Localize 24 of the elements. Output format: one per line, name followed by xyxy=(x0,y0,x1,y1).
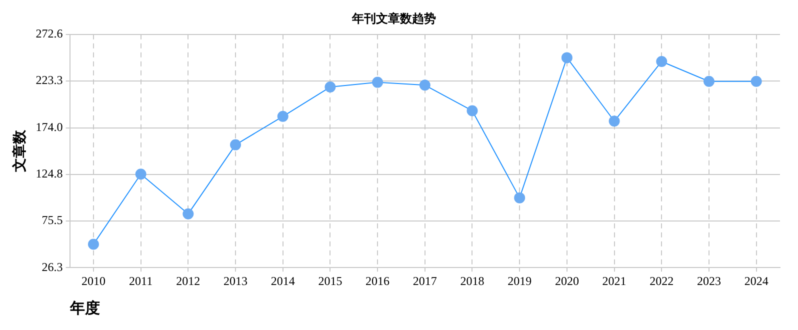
y-tick-label: 26.3 xyxy=(42,260,63,274)
x-tick-label: 2011 xyxy=(129,274,153,288)
y-tick-label: 272.6 xyxy=(36,26,63,41)
y-tick-label: 124.8 xyxy=(36,166,63,180)
x-tick-label: 2020 xyxy=(554,274,579,288)
x-tick-label: 2023 xyxy=(696,274,721,288)
x-tick-label: 2010 xyxy=(81,274,106,288)
y-axis-title: 文章数 xyxy=(11,129,28,173)
x-tick-label: 2018 xyxy=(460,274,484,288)
x-tick-label: 2017 xyxy=(412,274,437,288)
x-tick-label: 2016 xyxy=(366,274,390,288)
x-tick-label: 2024 xyxy=(744,274,768,288)
y-tick-label: 174.0 xyxy=(36,120,63,134)
x-tick-label: 2014 xyxy=(270,274,295,288)
x-tick-label: 2015 xyxy=(318,274,342,288)
y-tick-label: 75.5 xyxy=(42,213,63,228)
chart-title: 年刊文章数趋势 xyxy=(351,11,436,26)
x-tick-label: 2021 xyxy=(602,274,626,288)
x-tick-label: 2019 xyxy=(508,274,532,288)
x-tick-label: 2013 xyxy=(224,274,248,288)
y-tick-label: 223.3 xyxy=(36,73,63,88)
x-tick-label: 2022 xyxy=(650,274,674,288)
x-tick-label: 2012 xyxy=(176,274,200,288)
x-axis-title: 年度 xyxy=(68,298,100,317)
